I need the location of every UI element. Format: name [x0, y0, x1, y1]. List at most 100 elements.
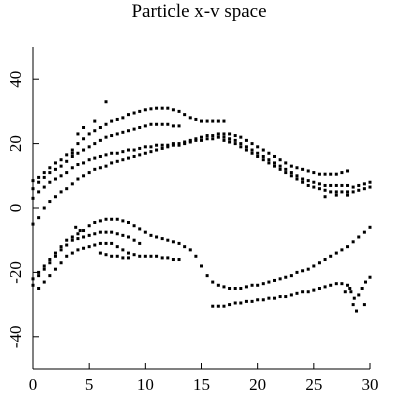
data-point [348, 287, 352, 290]
data-point [233, 134, 237, 138]
data-point [312, 171, 316, 175]
data-point [121, 150, 125, 154]
data-point [37, 287, 41, 290]
data-point [115, 217, 119, 221]
chart-title: Particle x-v space [131, 1, 266, 22]
data-point [87, 132, 91, 136]
data-point [87, 171, 91, 175]
data-point [205, 137, 209, 141]
data-point [211, 134, 215, 138]
data-point [233, 287, 237, 290]
data-point [132, 224, 136, 228]
data-point [121, 130, 125, 134]
data-point [284, 275, 288, 279]
data-point [200, 135, 203, 139]
data-point [42, 171, 46, 175]
data-point [228, 137, 232, 141]
data-point [48, 180, 52, 184]
data-point [256, 145, 260, 149]
data-point [306, 290, 310, 294]
data-point [48, 166, 52, 170]
data-point [65, 187, 69, 191]
data-point [340, 171, 344, 175]
data-point [295, 177, 299, 181]
data-point [121, 158, 125, 162]
y-tick-label: -40 [6, 325, 25, 348]
data-point [329, 283, 333, 287]
data-point [340, 282, 344, 286]
data-point [222, 132, 226, 136]
data-point [256, 151, 260, 155]
data-point [250, 148, 254, 152]
data-point [222, 138, 226, 142]
data-point [171, 258, 175, 262]
data-point [317, 172, 321, 176]
data-point [256, 298, 260, 302]
data-point [31, 187, 35, 191]
data-point [183, 140, 187, 144]
y-tick-label: 0 [6, 204, 25, 213]
data-point [31, 196, 35, 200]
data-point [357, 235, 361, 239]
data-point [59, 261, 63, 265]
data-point [110, 254, 114, 258]
data-point [121, 219, 125, 223]
data-point [166, 106, 170, 110]
data-point [37, 216, 41, 220]
data-point [98, 230, 102, 234]
data-point [104, 241, 108, 245]
data-point [200, 138, 203, 142]
y-tick-label: 20 [6, 135, 25, 152]
data-point [82, 235, 86, 239]
data-point [343, 290, 347, 294]
data-point [121, 116, 125, 120]
data-point [70, 251, 74, 255]
data-point [48, 171, 52, 175]
data-point [222, 135, 226, 139]
data-point [70, 154, 74, 158]
data-point [340, 190, 344, 194]
data-point [104, 153, 108, 157]
data-point [357, 183, 361, 187]
data-point [233, 142, 237, 146]
data-point [360, 287, 364, 290]
data-point [239, 145, 243, 149]
data-point [42, 175, 46, 179]
data-point [323, 183, 327, 187]
data-point [306, 183, 310, 187]
data-point [166, 143, 170, 147]
data-point [312, 264, 316, 268]
data-point [346, 190, 350, 194]
data-point [261, 298, 265, 302]
data-point [216, 283, 220, 287]
data-point [160, 256, 164, 260]
data-point [138, 146, 142, 150]
data-point [171, 142, 175, 146]
data-point [188, 140, 192, 144]
data-point [284, 161, 288, 165]
data-point [340, 183, 344, 187]
data-point [104, 135, 108, 139]
data-point [346, 245, 350, 249]
data-point [211, 119, 215, 123]
data-point [37, 190, 41, 194]
data-point [70, 166, 74, 170]
data-point [200, 119, 203, 123]
data-point [82, 126, 86, 129]
data-point [183, 113, 187, 117]
data-point [250, 142, 254, 146]
data-point [42, 280, 46, 284]
data-point [138, 254, 142, 258]
data-point [171, 108, 175, 112]
data-point [323, 195, 327, 199]
data-point [155, 106, 159, 110]
data-point [289, 274, 293, 278]
data-point [143, 145, 147, 149]
data-point [188, 248, 192, 252]
data-point [278, 295, 282, 299]
data-point [126, 256, 130, 260]
data-point [126, 113, 130, 117]
data-point [121, 248, 125, 252]
data-point [65, 171, 69, 175]
